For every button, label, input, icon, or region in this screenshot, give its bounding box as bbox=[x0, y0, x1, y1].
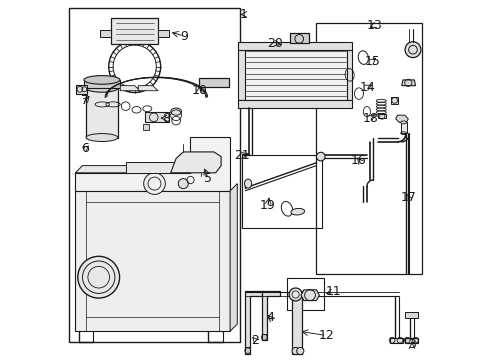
Ellipse shape bbox=[84, 76, 120, 84]
Text: 1: 1 bbox=[239, 8, 247, 21]
Text: 20: 20 bbox=[266, 37, 283, 50]
Polygon shape bbox=[400, 122, 406, 133]
Ellipse shape bbox=[170, 108, 181, 115]
Text: 14: 14 bbox=[359, 81, 375, 94]
Ellipse shape bbox=[86, 84, 118, 92]
Polygon shape bbox=[111, 18, 158, 44]
Circle shape bbox=[296, 347, 303, 355]
Polygon shape bbox=[84, 80, 120, 88]
Text: 13: 13 bbox=[366, 19, 382, 32]
Polygon shape bbox=[238, 49, 244, 100]
Polygon shape bbox=[120, 86, 140, 91]
Polygon shape bbox=[145, 112, 168, 122]
Ellipse shape bbox=[290, 208, 304, 215]
Polygon shape bbox=[395, 115, 407, 122]
Circle shape bbox=[316, 152, 325, 161]
Polygon shape bbox=[142, 124, 149, 130]
Polygon shape bbox=[289, 33, 308, 43]
Polygon shape bbox=[170, 152, 221, 173]
Polygon shape bbox=[76, 85, 87, 94]
Polygon shape bbox=[125, 162, 186, 173]
Polygon shape bbox=[158, 30, 168, 37]
Text: 10: 10 bbox=[191, 84, 207, 97]
Text: 3: 3 bbox=[407, 338, 415, 351]
Polygon shape bbox=[101, 30, 111, 37]
Text: 5: 5 bbox=[204, 172, 212, 185]
Polygon shape bbox=[238, 42, 351, 50]
Polygon shape bbox=[261, 291, 279, 340]
Ellipse shape bbox=[86, 134, 118, 141]
Polygon shape bbox=[75, 191, 230, 331]
Circle shape bbox=[178, 179, 188, 189]
Text: 2: 2 bbox=[251, 334, 259, 347]
Polygon shape bbox=[390, 97, 397, 104]
Polygon shape bbox=[244, 347, 250, 354]
Text: 19: 19 bbox=[260, 199, 275, 212]
Text: 15: 15 bbox=[364, 55, 380, 68]
Polygon shape bbox=[301, 290, 319, 301]
Polygon shape bbox=[404, 312, 417, 318]
Polygon shape bbox=[244, 48, 348, 102]
Text: 18: 18 bbox=[362, 112, 378, 125]
Polygon shape bbox=[138, 86, 158, 91]
Polygon shape bbox=[291, 291, 309, 354]
Polygon shape bbox=[230, 184, 237, 331]
Polygon shape bbox=[377, 114, 385, 118]
Circle shape bbox=[404, 42, 420, 58]
Polygon shape bbox=[346, 49, 351, 100]
Polygon shape bbox=[261, 334, 266, 340]
Circle shape bbox=[143, 173, 165, 194]
Circle shape bbox=[288, 288, 302, 301]
Text: 7: 7 bbox=[81, 94, 89, 107]
Text: 8: 8 bbox=[162, 112, 170, 125]
Text: 4: 4 bbox=[266, 311, 274, 324]
Text: 11: 11 bbox=[325, 285, 341, 298]
Polygon shape bbox=[199, 78, 229, 87]
Text: 16: 16 bbox=[350, 154, 366, 167]
Circle shape bbox=[291, 347, 299, 355]
Text: 12: 12 bbox=[318, 329, 334, 342]
Polygon shape bbox=[389, 338, 402, 343]
Text: 6: 6 bbox=[81, 142, 89, 155]
Polygon shape bbox=[75, 166, 197, 173]
Polygon shape bbox=[404, 338, 417, 343]
Ellipse shape bbox=[400, 121, 406, 124]
Circle shape bbox=[78, 256, 120, 298]
Text: 17: 17 bbox=[400, 191, 415, 204]
Ellipse shape bbox=[244, 179, 251, 188]
Polygon shape bbox=[401, 80, 415, 86]
Polygon shape bbox=[86, 88, 118, 138]
Text: 9: 9 bbox=[180, 30, 187, 42]
Text: 21: 21 bbox=[233, 149, 249, 162]
Polygon shape bbox=[238, 100, 351, 108]
Polygon shape bbox=[244, 291, 262, 354]
Polygon shape bbox=[75, 137, 230, 191]
